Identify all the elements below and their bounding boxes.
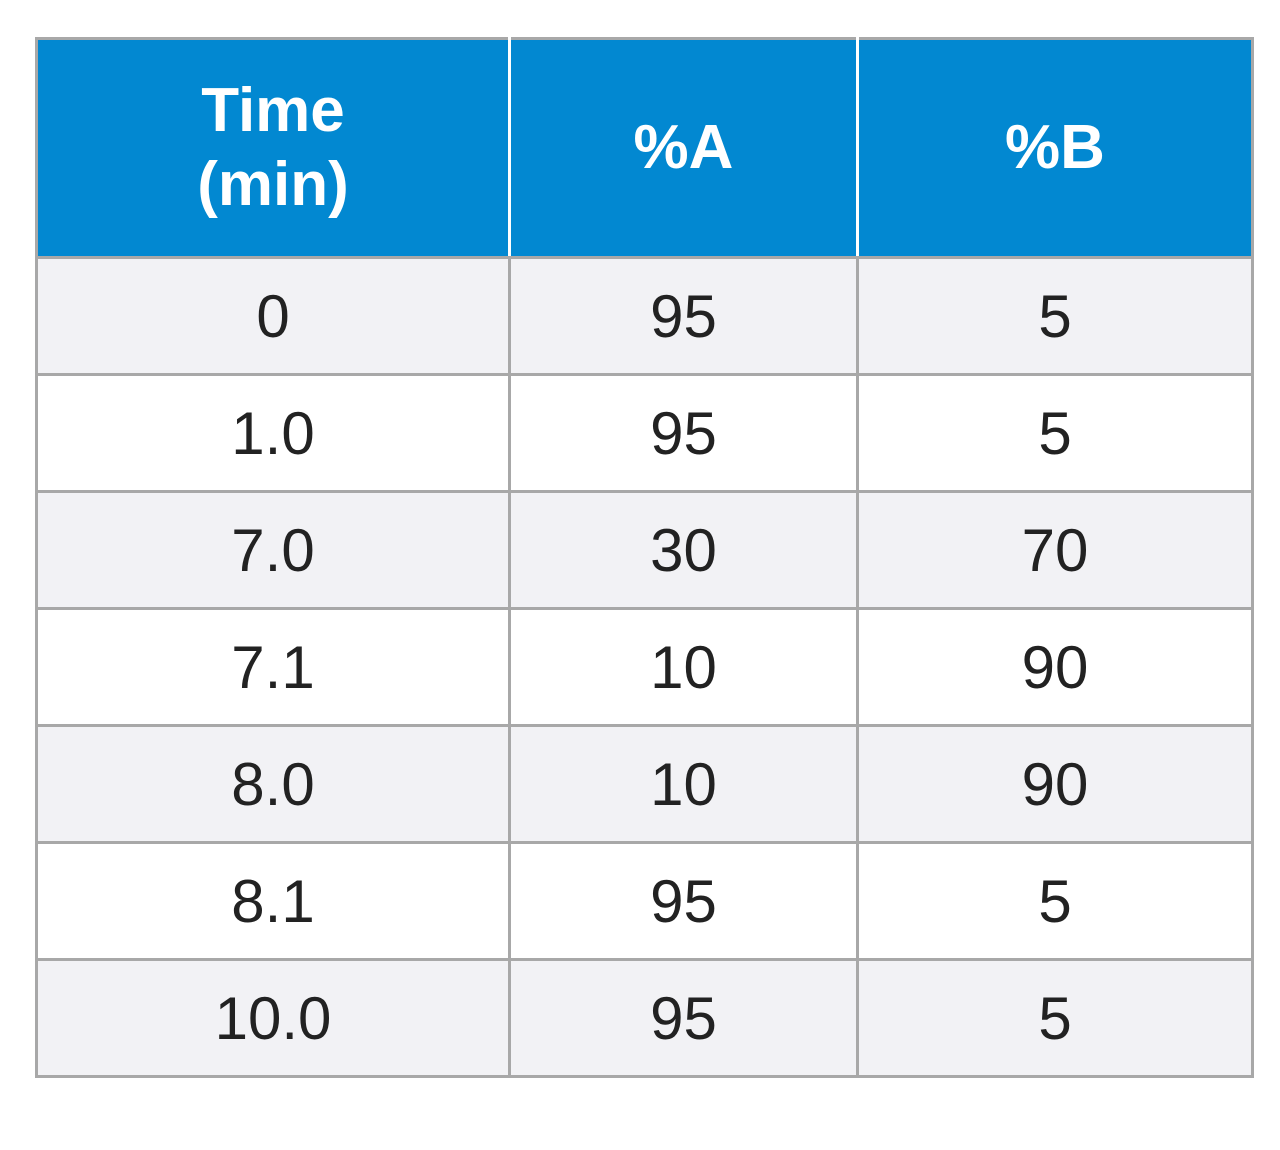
cell-percent-a: 95 <box>508 958 859 1078</box>
cell-percent-a: 10 <box>508 724 859 844</box>
cell-percent-b: 90 <box>856 724 1254 844</box>
cell-time: 0 <box>35 256 511 376</box>
cell-time: 8.0 <box>35 724 511 844</box>
header-percent-b: %B <box>856 37 1254 259</box>
gradient-table: Time (min) %A %B 0 95 5 1.0 95 5 7.0 30 … <box>35 37 1254 1078</box>
table-row: 8.0 10 90 <box>35 724 1254 844</box>
cell-percent-b: 5 <box>856 373 1254 493</box>
cell-percent-a: 95 <box>508 841 859 961</box>
header-row: Time (min) %A %B <box>35 37 1254 259</box>
gradient-table-container: Time (min) %A %B 0 95 5 1.0 95 5 7.0 30 … <box>35 37 1254 1078</box>
cell-percent-a: 95 <box>508 256 859 376</box>
cell-percent-b: 90 <box>856 607 1254 727</box>
table-row: 7.1 10 90 <box>35 607 1254 727</box>
cell-percent-a: 95 <box>508 373 859 493</box>
cell-time: 8.1 <box>35 841 511 961</box>
cell-percent-a: 30 <box>508 490 859 610</box>
header-time: Time (min) <box>35 37 511 259</box>
cell-percent-b: 70 <box>856 490 1254 610</box>
table-row: 7.0 30 70 <box>35 490 1254 610</box>
table-body: 0 95 5 1.0 95 5 7.0 30 70 7.1 10 90 8.0 <box>35 256 1254 1078</box>
cell-percent-a: 10 <box>508 607 859 727</box>
cell-time: 7.1 <box>35 607 511 727</box>
cell-percent-b: 5 <box>856 958 1254 1078</box>
cell-time: 7.0 <box>35 490 511 610</box>
cell-percent-b: 5 <box>856 841 1254 961</box>
header-time-line2: (min) <box>197 150 349 219</box>
table-row: 0 95 5 <box>35 256 1254 376</box>
header-percent-a: %A <box>508 37 859 259</box>
cell-time: 1.0 <box>35 373 511 493</box>
table-header: Time (min) %A %B <box>35 37 1254 259</box>
table-row: 8.1 95 5 <box>35 841 1254 961</box>
cell-percent-b: 5 <box>856 256 1254 376</box>
table-row: 1.0 95 5 <box>35 373 1254 493</box>
cell-time: 10.0 <box>35 958 511 1078</box>
table-row: 10.0 95 5 <box>35 958 1254 1078</box>
header-time-line1: Time <box>201 75 345 145</box>
